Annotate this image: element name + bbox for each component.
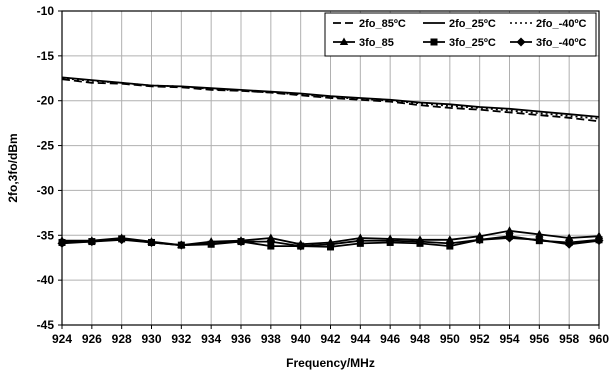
x-tick-label: 948 xyxy=(410,332,430,346)
legend-label: 3fo_25ºC xyxy=(449,37,496,49)
y-tick-label: -30 xyxy=(37,183,55,197)
x-tick-label: 944 xyxy=(350,332,370,346)
legend: 2fo_85ºC 2fo_25ºC 2fo_-40ºC 3fo_85 3fo_25ºC 3… xyxy=(324,12,597,57)
x-tick-label: 924 xyxy=(52,332,72,346)
x-tick-label: 958 xyxy=(559,332,579,346)
x-tick-label: 954 xyxy=(499,332,519,346)
series-line xyxy=(61,76,600,118)
legend-marker xyxy=(430,38,438,46)
data-point xyxy=(535,229,544,238)
x-axis-title: Frequency/MHz xyxy=(286,356,375,370)
data-point xyxy=(57,238,67,248)
legend-label: 2fo_85ºC xyxy=(359,18,406,30)
x-tick-label: 956 xyxy=(529,332,549,346)
legend-label: 2fo_25ºC xyxy=(449,18,496,30)
x-tick-label: 942 xyxy=(320,332,340,346)
y-axis-ticks: -10 -15 -20 -25 -30 -35 -40 -45 xyxy=(37,4,62,332)
x-tick-label: 926 xyxy=(82,332,102,346)
data-point xyxy=(534,235,544,245)
data-point xyxy=(564,239,574,249)
x-tick-label: 938 xyxy=(261,332,281,346)
y-tick-label: -25 xyxy=(37,139,55,153)
x-tick-label: 950 xyxy=(440,332,460,346)
data-point xyxy=(266,237,276,247)
legend-box xyxy=(324,12,597,57)
data-point xyxy=(176,240,186,250)
data-point xyxy=(385,236,395,246)
grid xyxy=(61,10,600,326)
y-tick-label: -35 xyxy=(37,228,55,242)
data-point xyxy=(594,236,604,246)
data-point xyxy=(326,239,335,249)
x-tick-label: 932 xyxy=(171,332,191,346)
data-point xyxy=(415,237,425,247)
x-tick-label: 934 xyxy=(201,332,221,346)
x-axis-ticks: 924 926 928 930 932 934 936 938 940 942 944 946 948 9… xyxy=(52,325,609,346)
x-tick-label: 952 xyxy=(470,332,490,346)
data-point xyxy=(505,226,514,234)
series-group xyxy=(57,233,604,251)
x-tick-label: 936 xyxy=(231,332,251,346)
y-tick-label: -20 xyxy=(37,94,55,108)
y-tick-label: -45 xyxy=(37,318,55,332)
data-point xyxy=(117,235,127,245)
data-point xyxy=(147,237,156,247)
data-point xyxy=(206,238,216,248)
legend-marker xyxy=(516,37,526,47)
y-tick-label: -40 xyxy=(37,273,55,287)
series-layer xyxy=(57,76,604,251)
series-group xyxy=(61,76,600,118)
data-point xyxy=(236,237,246,247)
y-axis-title: 2fo,3fo/dBm xyxy=(6,133,20,202)
data-point xyxy=(355,236,365,246)
x-tick-label: 930 xyxy=(141,332,161,346)
x-tick-label: 960 xyxy=(589,332,609,346)
x-tick-label: 940 xyxy=(291,332,311,346)
legend-label: 3fo_85 xyxy=(359,37,394,49)
data-point xyxy=(296,241,306,251)
legend-label: 3fo_-40ºC xyxy=(536,37,587,49)
y-tick-label: -15 xyxy=(37,49,55,63)
data-point xyxy=(505,233,514,243)
legend-label: 2fo_-40ºC xyxy=(536,18,587,30)
data-point xyxy=(445,238,455,248)
data-point xyxy=(87,237,97,247)
x-tick-label: 946 xyxy=(380,332,400,346)
x-tick-label: 928 xyxy=(112,332,132,346)
y-tick-label: -10 xyxy=(37,4,55,18)
legend-marker xyxy=(339,37,349,45)
data-point xyxy=(475,235,485,245)
